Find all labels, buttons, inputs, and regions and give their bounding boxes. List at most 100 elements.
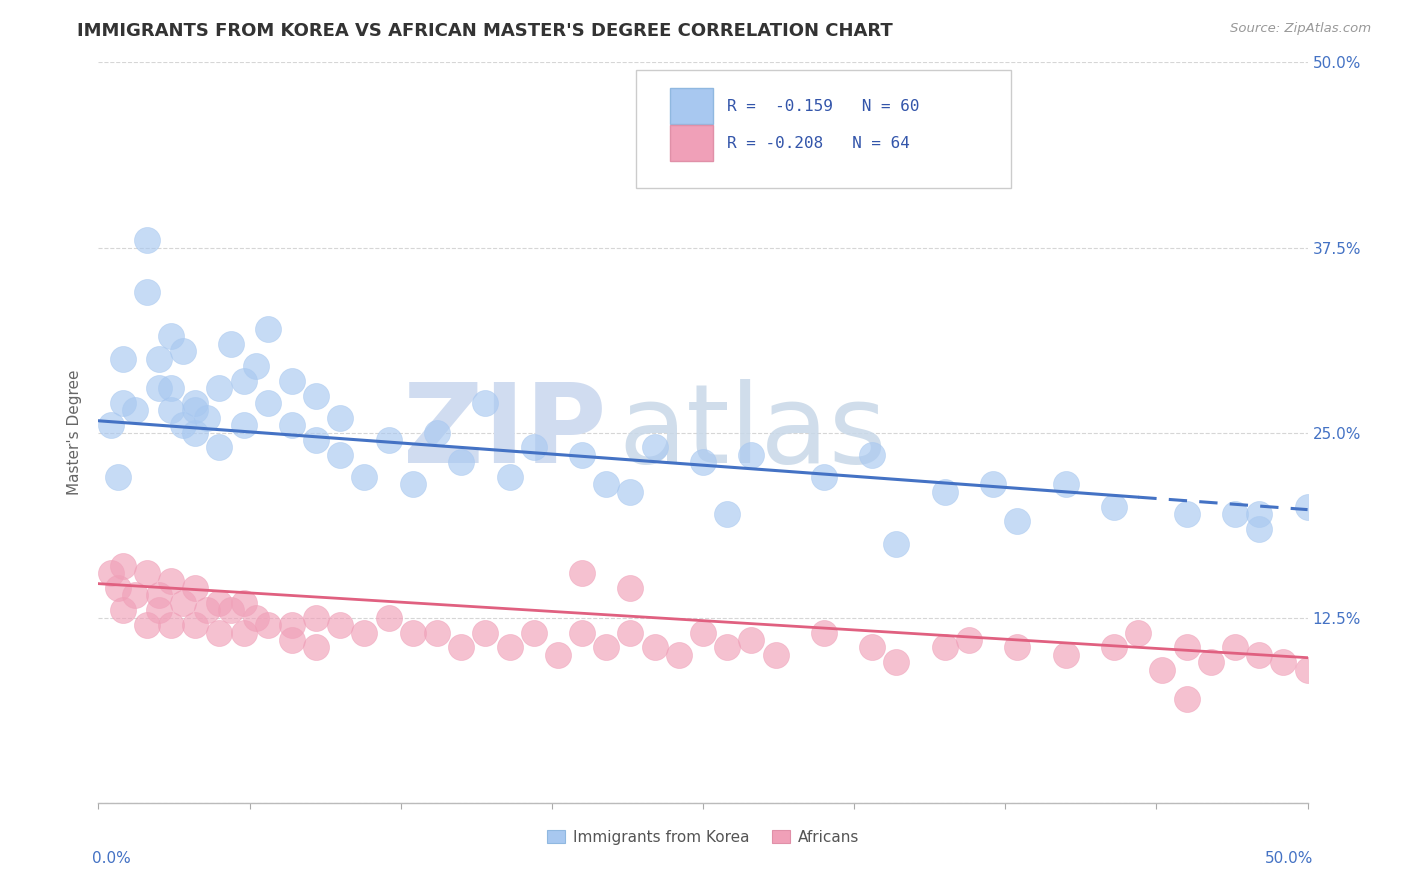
Text: 0.0%: 0.0%: [93, 851, 131, 866]
Point: [281, 374, 304, 388]
Point: [221, 336, 243, 351]
Point: [571, 448, 593, 462]
Point: [100, 566, 122, 581]
Point: [353, 625, 375, 640]
Point: [329, 618, 352, 632]
Point: [281, 618, 304, 632]
Point: [107, 470, 129, 484]
Point: [172, 596, 194, 610]
Point: [111, 396, 134, 410]
Point: [1249, 648, 1271, 662]
Point: [124, 403, 146, 417]
Point: [208, 596, 231, 610]
Y-axis label: Master's Degree: Master's Degree: [67, 370, 83, 495]
Point: [1223, 640, 1246, 655]
Point: [135, 285, 157, 299]
Point: [595, 640, 617, 655]
Point: [740, 632, 762, 647]
Point: [402, 625, 425, 640]
Point: [111, 603, 134, 617]
Point: [692, 625, 714, 640]
Point: [1223, 507, 1246, 521]
Point: [1175, 692, 1198, 706]
Point: [160, 381, 183, 395]
Point: [256, 618, 278, 632]
Point: [148, 603, 170, 617]
Point: [256, 322, 278, 336]
Point: [232, 596, 254, 610]
Point: [208, 381, 231, 395]
Point: [135, 566, 157, 581]
Point: [1175, 640, 1198, 655]
Point: [184, 396, 207, 410]
Point: [1054, 477, 1077, 491]
Point: [377, 610, 399, 624]
Point: [195, 603, 218, 617]
FancyBboxPatch shape: [671, 88, 713, 124]
Point: [377, 433, 399, 447]
Point: [160, 618, 183, 632]
Point: [716, 507, 738, 521]
Point: [1102, 640, 1125, 655]
Text: IMMIGRANTS FROM KOREA VS AFRICAN MASTER'S DEGREE CORRELATION CHART: IMMIGRANTS FROM KOREA VS AFRICAN MASTER'…: [77, 22, 893, 40]
Point: [329, 448, 352, 462]
Point: [281, 632, 304, 647]
Point: [172, 418, 194, 433]
Point: [281, 418, 304, 433]
Point: [886, 536, 908, 550]
Point: [426, 625, 449, 640]
Point: [232, 625, 254, 640]
FancyBboxPatch shape: [671, 126, 713, 161]
Point: [111, 351, 134, 366]
Point: [160, 329, 183, 343]
Text: 50.0%: 50.0%: [1265, 851, 1313, 866]
Point: [644, 640, 666, 655]
Point: [184, 403, 207, 417]
Point: [934, 484, 956, 499]
Point: [111, 558, 134, 573]
Point: [957, 632, 980, 647]
Legend: Immigrants from Korea, Africans: Immigrants from Korea, Africans: [540, 823, 866, 851]
Point: [886, 655, 908, 669]
Point: [765, 648, 787, 662]
Point: [1296, 500, 1319, 514]
Text: R = -0.208   N = 64: R = -0.208 N = 64: [727, 136, 910, 151]
Point: [232, 418, 254, 433]
Point: [619, 581, 641, 595]
Point: [245, 610, 267, 624]
Point: [100, 418, 122, 433]
Point: [1199, 655, 1222, 669]
Point: [160, 574, 183, 588]
Point: [740, 448, 762, 462]
Point: [523, 625, 546, 640]
Point: [221, 603, 243, 617]
Point: [172, 344, 194, 359]
Point: [498, 640, 520, 655]
Point: [474, 625, 496, 640]
Point: [595, 477, 617, 491]
Point: [329, 410, 352, 425]
Text: ZIP: ZIP: [404, 379, 606, 486]
Point: [692, 455, 714, 469]
Point: [124, 589, 146, 603]
Point: [160, 403, 183, 417]
Point: [195, 410, 218, 425]
Point: [305, 433, 328, 447]
FancyBboxPatch shape: [637, 70, 1011, 188]
Point: [619, 484, 641, 499]
Point: [1249, 507, 1271, 521]
Point: [148, 351, 170, 366]
Text: Source: ZipAtlas.com: Source: ZipAtlas.com: [1230, 22, 1371, 36]
Point: [426, 425, 449, 440]
Text: atlas: atlas: [619, 379, 887, 486]
Point: [813, 470, 835, 484]
Point: [716, 640, 738, 655]
Point: [1296, 663, 1319, 677]
Point: [245, 359, 267, 373]
Point: [256, 396, 278, 410]
Point: [450, 640, 472, 655]
Point: [571, 625, 593, 640]
Point: [184, 581, 207, 595]
Point: [1007, 515, 1029, 529]
Point: [934, 640, 956, 655]
